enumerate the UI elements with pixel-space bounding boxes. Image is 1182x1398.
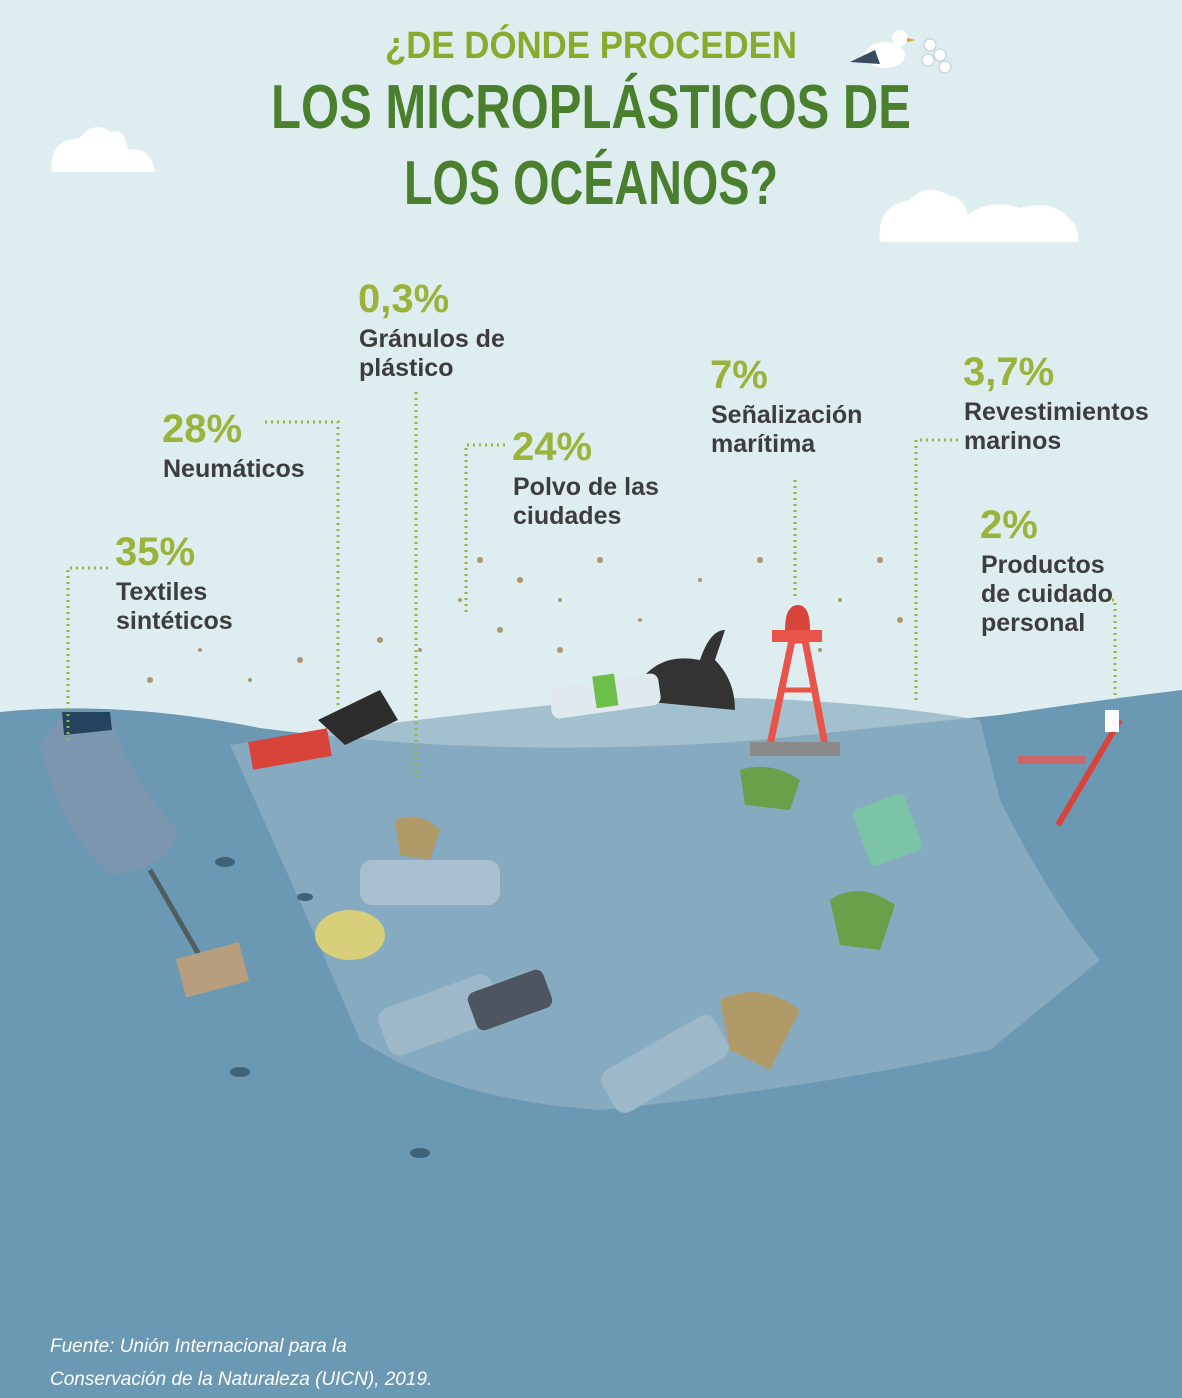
source-label: Polvo de las xyxy=(513,473,659,501)
beacon xyxy=(750,605,840,756)
percent: 2% xyxy=(980,503,1038,547)
source-label: Señalización xyxy=(711,401,862,429)
garbage-pile xyxy=(230,630,1100,1113)
source-label: Neumáticos xyxy=(163,455,305,483)
percent: 3,7% xyxy=(963,350,1054,394)
percent: 28% xyxy=(162,407,242,451)
source-line: Fuente: Unión Internacional para la xyxy=(50,1336,347,1357)
toothbrush xyxy=(1018,710,1123,827)
source-label: ciudades xyxy=(513,502,621,530)
source-label: marinos xyxy=(964,427,1061,455)
source-label: plástico xyxy=(359,354,453,382)
source-label: de cuidado xyxy=(981,580,1113,608)
percent: 0,3% xyxy=(358,277,449,321)
title-line: LOS OCÉANOS? xyxy=(404,149,778,218)
percent: 35% xyxy=(115,530,195,574)
source-label: personal xyxy=(981,609,1085,637)
leader-lines xyxy=(66,392,1117,780)
percent: 24% xyxy=(512,425,592,469)
source-label: sintéticos xyxy=(116,607,233,635)
source-line: Conservación de la Naturaleza (UICN), 20… xyxy=(50,1369,432,1390)
source-label: Revestimientos xyxy=(964,398,1149,426)
seagull xyxy=(850,30,952,74)
subtitle: ¿DE DÓNDE PROCEDEN xyxy=(385,23,797,67)
source-label: Textiles xyxy=(116,578,207,606)
clouds xyxy=(51,127,1079,242)
percent: 7% xyxy=(710,353,768,397)
source-label: marítima xyxy=(711,430,816,458)
mannequin xyxy=(40,712,250,998)
title-line: LOS MICROPLÁSTICOS DE xyxy=(271,73,911,142)
source-label: Productos xyxy=(981,551,1105,579)
dust xyxy=(147,557,903,683)
fish xyxy=(215,857,430,1158)
source-label: Gránulos de xyxy=(359,325,505,353)
